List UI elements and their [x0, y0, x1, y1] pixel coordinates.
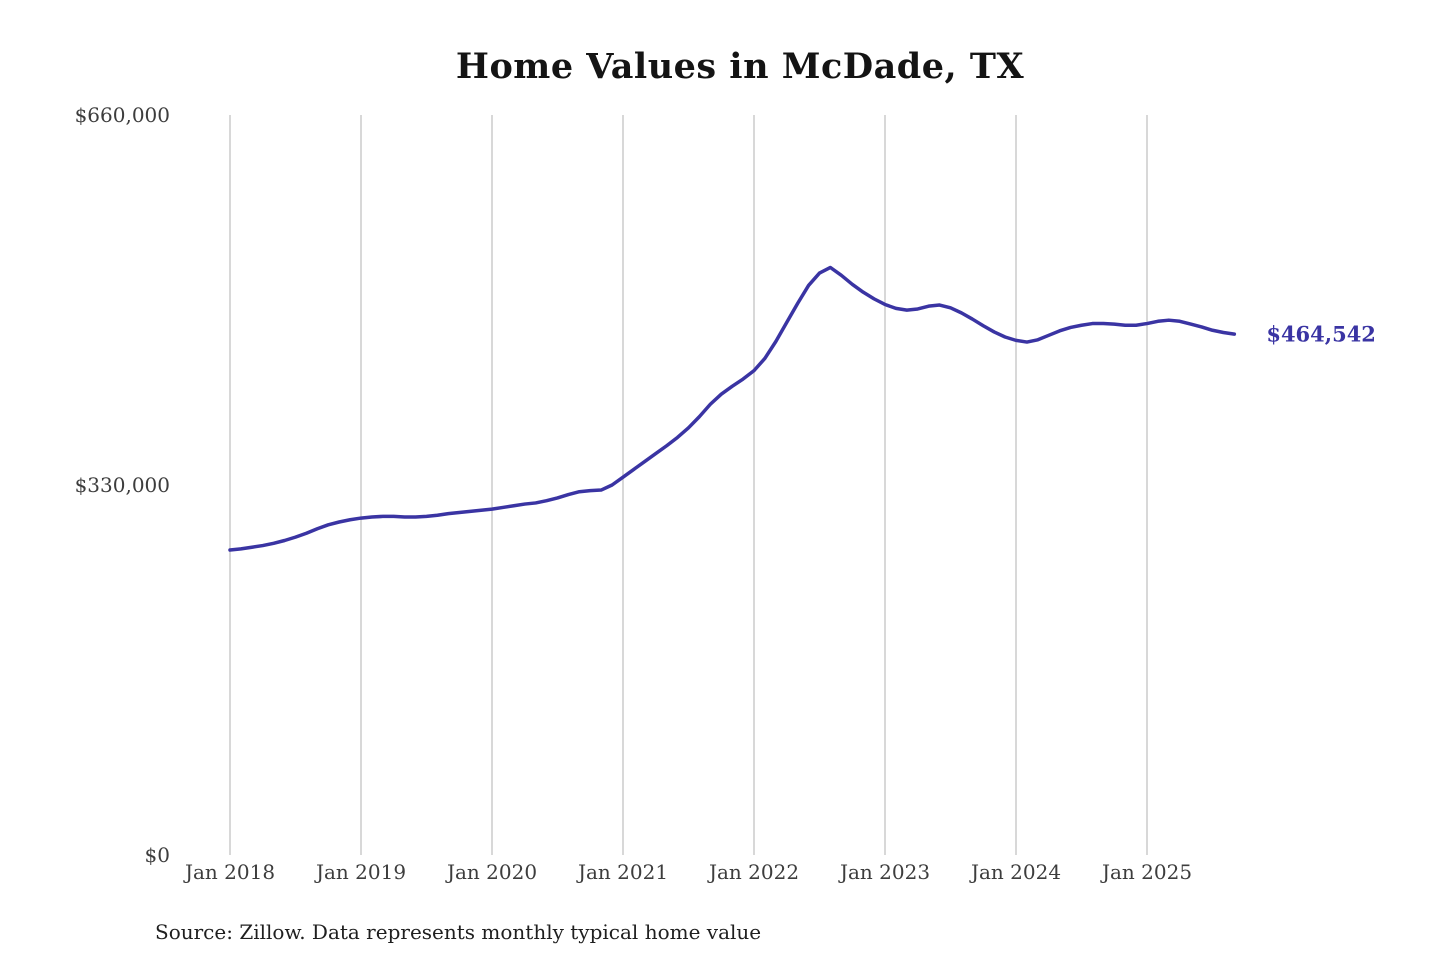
x-tick-label: Jan 2024	[970, 860, 1062, 884]
x-tick-label: Jan 2023	[839, 860, 931, 884]
y-tick-label: $0	[144, 843, 170, 867]
x-tick-label: Jan 2020	[446, 860, 538, 884]
x-tick-label: Jan 2018	[184, 860, 276, 884]
chart-title: Home Values in McDade, TX	[455, 46, 1025, 87]
y-tick-label: $330,000	[74, 473, 170, 497]
source-note: Source: Zillow. Data represents monthly …	[155, 920, 762, 944]
x-tick-label: Jan 2021	[577, 860, 669, 884]
x-tick-label: Jan 2019	[315, 860, 407, 884]
x-tick-label: Jan 2025	[1101, 860, 1193, 884]
y-tick-label: $660,000	[74, 103, 170, 127]
home-value-line	[228, 265, 1237, 552]
current-value-label: $464,542	[1266, 321, 1376, 347]
x-tick-label: Jan 2022	[708, 860, 800, 884]
